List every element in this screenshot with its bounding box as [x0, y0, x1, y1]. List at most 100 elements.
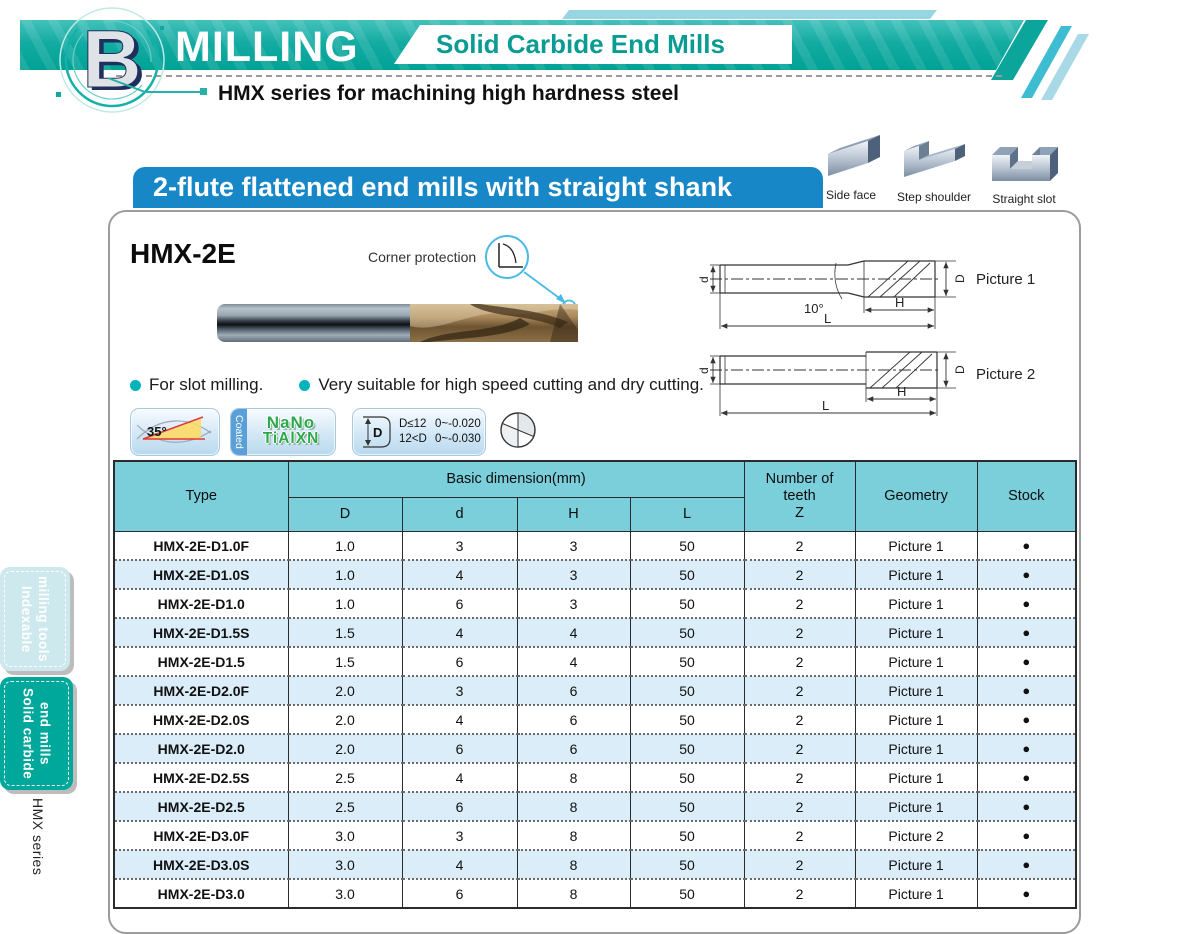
feature-item: Very suitable for high speed cutting and…	[299, 375, 704, 395]
spec-table-body: HMX-2E-D1.0F 1.0 3 3 50 2 Picture 1 ● HMX-2E-D1.…	[113, 531, 1077, 909]
cell-H: 6	[516, 676, 631, 706]
angle-label: 10°	[804, 301, 824, 316]
cell-stock: ●	[976, 734, 1077, 764]
cell-D: 1.0	[287, 589, 403, 619]
svg-text:D: D	[373, 425, 382, 440]
cell-geometry: Picture 1	[854, 589, 978, 619]
cell-d: 4	[401, 705, 518, 735]
cell-type: HMX-2E-D2.5	[113, 792, 289, 822]
cell-stock: ●	[976, 589, 1077, 619]
table-row: HMX-2E-D1.0 1.0 6 3 50 2 Picture 1 ●	[113, 589, 1077, 619]
side-face-icon	[828, 135, 880, 176]
accent-bar	[562, 10, 937, 19]
table-row: HMX-2E-D2.5 2.5 6 8 50 2 Picture 1 ●	[113, 792, 1077, 822]
straight-slot-icon	[992, 147, 1058, 181]
tolerance-condition: D≤12	[399, 418, 427, 430]
cell-d: 6	[401, 734, 518, 764]
step-shoulder-label: Step shoulder	[896, 190, 972, 204]
coating-line2: TiAlXN	[262, 430, 320, 448]
col-header-type: Type	[113, 460, 289, 532]
table-row: HMX-2E-D2.0 2.0 6 6 50 2 Picture 1 ●	[113, 734, 1077, 764]
model-title: HMX-2E	[130, 238, 236, 269]
cell-L: 50	[629, 879, 745, 909]
cell-D: 3.0	[287, 850, 403, 880]
cell-d: 6	[401, 792, 518, 822]
cell-type: HMX-2E-D3.0S	[113, 850, 289, 880]
table-row: HMX-2E-D3.0 3.0 6 8 50 2 Picture 1 ●	[113, 879, 1077, 909]
cell-type: HMX-2E-D1.5	[113, 647, 289, 677]
cell-geometry: Picture 1	[854, 763, 978, 793]
sidebar-tab-solid-carbide-end-mills[interactable]: Solid carbide end mills	[0, 677, 73, 790]
cell-d: 3	[401, 821, 518, 851]
page-title: MILLING	[175, 23, 359, 71]
table-row: HMX-2E-D1.5S 1.5 4 4 50 2 Picture 1 ●	[113, 618, 1077, 648]
tab-label-line1: Indexable	[19, 585, 34, 653]
tolerance-condition: 12<D	[399, 433, 427, 445]
cell-geometry: Picture 1	[854, 531, 978, 561]
header-dashed-divider	[116, 75, 1002, 77]
col-header-L: L	[629, 497, 745, 532]
cell-Z: 2	[743, 560, 856, 590]
table-row: HMX-2E-D3.0F 3.0 3 8 50 2 Picture 2 ●	[113, 821, 1077, 851]
cell-L: 50	[629, 531, 745, 561]
tab-label-line1: Solid carbide	[20, 687, 36, 780]
sidebar-tab-indexable-milling-tools[interactable]: Indexable milling tools	[0, 567, 70, 671]
technical-drawing-picture1: 10° d D H L	[698, 260, 967, 329]
cell-geometry: Picture 1	[854, 792, 978, 822]
cell-d: 4	[401, 763, 518, 793]
bullet-icon	[299, 379, 311, 391]
cell-L: 50	[629, 618, 745, 648]
cell-Z: 2	[743, 821, 856, 851]
col-header-teeth-line3: Z	[795, 504, 804, 521]
dim-L-label: L	[824, 311, 831, 326]
corner-slashes-decoration	[991, 20, 1089, 100]
cell-geometry: Picture 1	[854, 647, 978, 677]
dim-D-label: D	[953, 365, 967, 374]
table-row: HMX-2E-D1.5 1.5 6 4 50 2 Picture 1 ●	[113, 647, 1077, 677]
cell-stock: ●	[976, 705, 1077, 735]
tab-label-line2: end mills	[37, 701, 53, 765]
cell-stock: ●	[976, 560, 1077, 590]
table-row: HMX-2E-D1.0F 1.0 3 3 50 2 Picture 1 ●	[113, 531, 1077, 561]
table-row: HMX-2E-D2.0S 2.0 4 6 50 2 Picture 1 ●	[113, 705, 1077, 735]
cell-type: HMX-2E-D1.0	[113, 589, 289, 619]
subtitle-box: Solid Carbide End Mills	[394, 25, 792, 64]
cell-Z: 2	[743, 705, 856, 735]
dim-d-label: d	[698, 276, 711, 283]
logo-connector-line	[107, 77, 207, 95]
cell-D: 3.0	[287, 821, 403, 851]
helix-angle-value: 35°	[147, 424, 167, 439]
cell-L: 50	[629, 560, 745, 590]
cell-stock: ●	[976, 676, 1077, 706]
cell-L: 50	[629, 647, 745, 677]
cell-Z: 2	[743, 531, 856, 561]
series-vertical-label: HMX series	[30, 798, 46, 876]
cell-D: 2.5	[287, 763, 403, 793]
technical-drawing-picture2: d D H L	[698, 351, 967, 416]
cell-L: 50	[629, 589, 745, 619]
cell-H: 3	[516, 560, 631, 590]
cell-geometry: Picture 1	[854, 676, 978, 706]
cell-L: 50	[629, 676, 745, 706]
col-header-teeth-line2: teeth	[783, 488, 816, 505]
cell-D: 2.0	[287, 676, 403, 706]
cell-D: 1.0	[287, 560, 403, 590]
cell-type: HMX-2E-D2.0S	[113, 705, 289, 735]
tolerance-badge: D D≤12 0~-0.020 12<D 0~-0.030	[352, 408, 486, 456]
cell-Z: 2	[743, 589, 856, 619]
cell-D: 3.0	[287, 879, 403, 909]
col-header-H: H	[516, 497, 631, 532]
col-header-stock: Stock	[976, 460, 1077, 532]
straight-slot-label: Straight slot	[992, 192, 1056, 206]
cell-H: 4	[516, 618, 631, 648]
cell-L: 50	[629, 821, 745, 851]
cell-d: 6	[401, 589, 518, 619]
helix-angle-icon: 35°	[136, 416, 212, 443]
coating-name: NaNo TiAlXN	[247, 409, 335, 455]
cell-type: HMX-2E-D1.5S	[113, 618, 289, 648]
tab-label-line2: milling tools	[36, 576, 51, 662]
cell-L: 50	[629, 705, 745, 735]
cell-H: 8	[516, 879, 631, 909]
table-row: HMX-2E-D1.0S 1.0 4 3 50 2 Picture 1 ●	[113, 560, 1077, 590]
feature-text: Very suitable for high speed cutting and…	[318, 375, 704, 394]
